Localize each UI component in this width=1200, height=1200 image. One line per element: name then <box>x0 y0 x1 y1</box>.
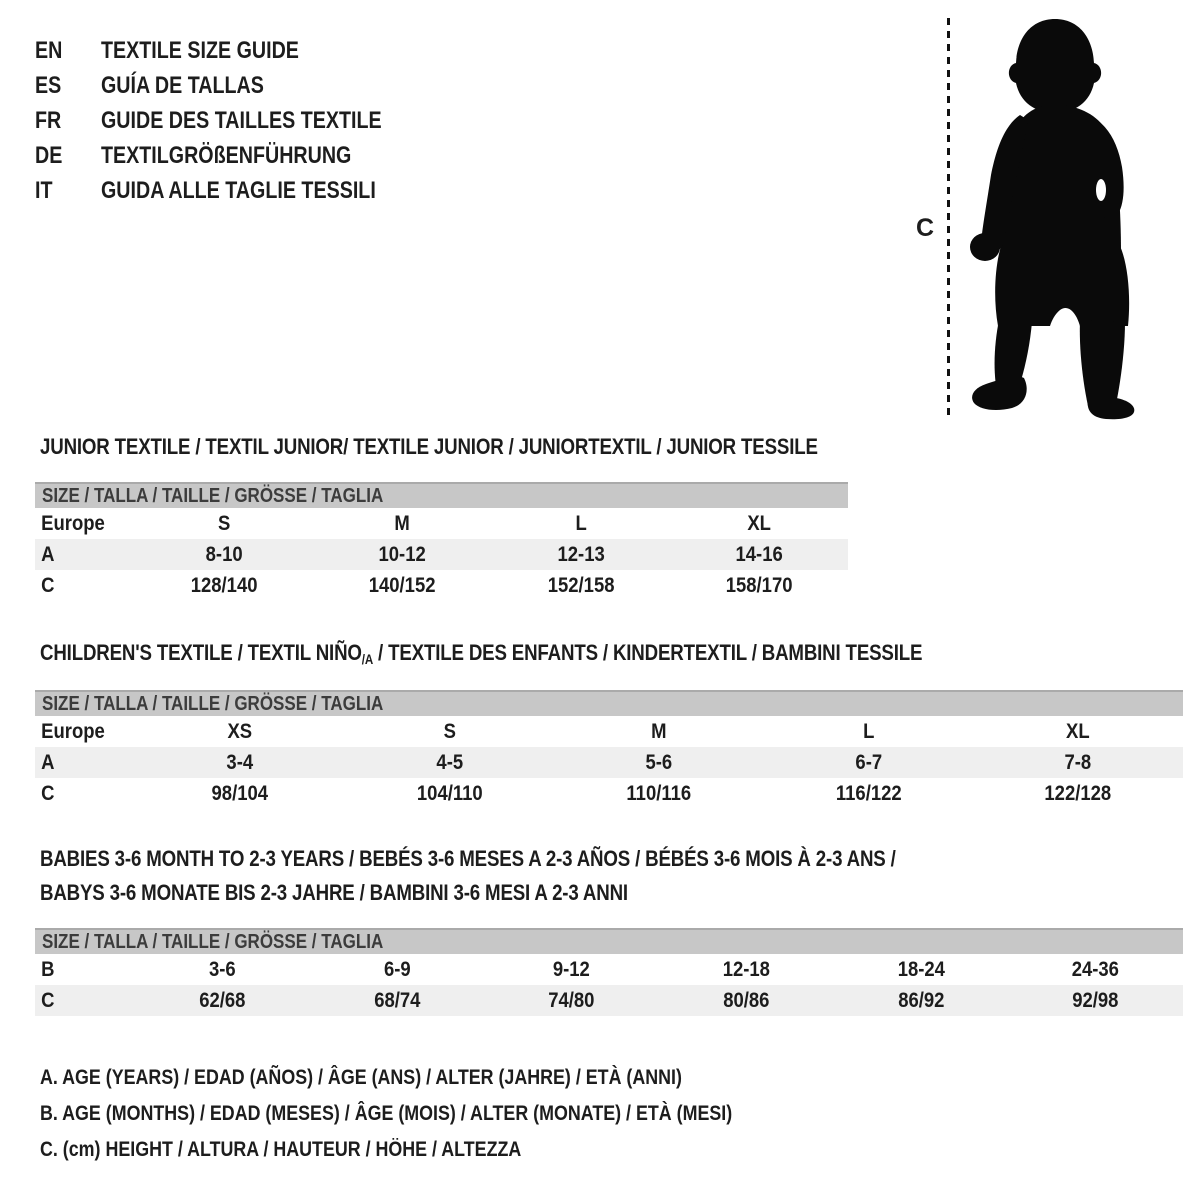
language-code: EN <box>35 37 101 65</box>
height-measure-dashed-line <box>947 18 950 415</box>
language-code-text: ES <box>35 71 62 99</box>
table-cell: 92/98 <box>1072 988 1119 1012</box>
language-row: EN TEXTILE SIZE GUIDE <box>35 33 443 68</box>
babies-section-title-line1: BABIES 3-6 MONTH TO 2-3 YEARS / BEBÉS 3-… <box>40 846 896 871</box>
table-cell: 80/86 <box>723 988 770 1012</box>
table-cell: 104/110 <box>416 781 483 805</box>
table-cell: M <box>651 719 667 743</box>
table-row: C 128/140 140/152 152/158 158/170 <box>35 570 848 601</box>
table-cell: 6-9 <box>383 957 411 981</box>
children-title-part2: / TEXTILE DES ENFANTS / KINDERTEXTIL / B… <box>373 640 923 665</box>
table-row: A 3-4 4-5 5-6 6-7 7-8 <box>35 747 1183 778</box>
row-label: Europe <box>41 719 105 743</box>
children-size-table: SIZE / TALLA / TAILLE / GRÖSSE / TAGLIA … <box>35 690 1183 809</box>
table-cell: 3-4 <box>226 750 254 774</box>
table-cell: M <box>394 511 411 535</box>
language-code-text: EN <box>35 36 63 64</box>
language-label: TEXTILE SIZE GUIDE <box>101 36 299 64</box>
table-cell: XS <box>227 719 253 743</box>
language-code-text: FR <box>35 106 62 134</box>
table-row: B 3-6 6-9 9-12 12-18 18-24 24-36 <box>35 954 1183 985</box>
table-cell: 14-16 <box>735 542 783 566</box>
table-cell: 4-5 <box>436 750 463 774</box>
table-cell: L <box>574 511 587 535</box>
table-cell: 128/140 <box>190 573 258 597</box>
row-label: C <box>41 988 55 1012</box>
row-label: A <box>41 750 55 774</box>
language-code: IT <box>35 177 101 205</box>
table-cell: 158/170 <box>725 573 793 597</box>
size-header-text: SIZE / TALLA / TAILLE / GRÖSSE / TAGLIA <box>42 692 384 715</box>
row-label: B <box>41 957 55 981</box>
babies-size-header-bar: SIZE / TALLA / TAILLE / GRÖSSE / TAGLIA <box>35 928 1183 954</box>
table-cell: 116/122 <box>835 781 902 805</box>
table-cell: 5-6 <box>645 750 673 774</box>
legend-line-b: B. AGE (MONTHS) / EDAD (MESES) / ÂGE (MO… <box>40 1102 733 1125</box>
legend-line-a: A. AGE (YEARS) / EDAD (AÑOS) / ÂGE (ANS)… <box>40 1066 682 1089</box>
table-cell: S <box>443 719 456 743</box>
table-row: C 98/104 104/110 110/116 116/122 122/128 <box>35 778 1183 809</box>
children-size-header-bar: SIZE / TALLA / TAILLE / GRÖSSE / TAGLIA <box>35 690 1183 716</box>
table-cell: 68/74 <box>373 988 421 1012</box>
junior-size-header-bar: SIZE / TALLA / TAILLE / GRÖSSE / TAGLIA <box>35 482 848 508</box>
children-title-part1: CHILDREN'S TEXTILE / TEXTIL NIÑO <box>40 640 362 665</box>
children-section-title: CHILDREN'S TEXTILE / TEXTIL NIÑO/A / TEX… <box>40 640 922 667</box>
table-cell: 62/68 <box>199 988 246 1012</box>
language-list: EN TEXTILE SIZE GUIDE ES GUÍA DE TALLAS … <box>35 33 443 208</box>
size-header-text: SIZE / TALLA / TAILLE / GRÖSSE / TAGLIA <box>42 484 384 507</box>
language-row: IT GUIDA ALLE TAGLIE TESSILI <box>35 173 443 208</box>
table-cell: S <box>217 511 231 535</box>
language-code: FR <box>35 107 101 135</box>
language-row: DE TEXTILGRÖßENFÜHRUNG <box>35 138 443 173</box>
table-cell: 18-24 <box>897 957 945 981</box>
language-code-text: IT <box>35 176 53 204</box>
table-row: Europe XS S M L XL <box>35 716 1183 747</box>
language-code: ES <box>35 72 101 100</box>
table-cell: 110/116 <box>626 781 692 805</box>
table-cell: 9-12 <box>553 957 591 981</box>
table-cell: 12-13 <box>556 542 605 566</box>
table-cell: L <box>862 719 875 743</box>
table-cell: XL <box>1066 719 1090 743</box>
table-cell: 98/104 <box>211 781 269 805</box>
table-cell: 24-36 <box>1072 957 1120 981</box>
language-label: TEXTILGRÖßENFÜHRUNG <box>101 141 352 169</box>
language-label: GUIDE DES TAILLES TEXTILE <box>101 106 382 134</box>
table-cell: 152/158 <box>547 573 615 597</box>
children-title-sub: /A <box>361 651 374 667</box>
height-measure-label: C <box>916 214 935 242</box>
row-label: Europe <box>41 511 105 535</box>
table-row: Europe S M L XL <box>35 508 848 539</box>
table-cell: 7-8 <box>1064 750 1092 774</box>
table-cell: 74/80 <box>548 988 595 1012</box>
language-code: DE <box>35 142 101 170</box>
table-cell: 140/152 <box>368 573 436 597</box>
table-cell: 10-12 <box>378 542 427 566</box>
language-label: GUÍA DE TALLAS <box>101 71 264 99</box>
junior-size-table: SIZE / TALLA / TAILLE / GRÖSSE / TAGLIA … <box>35 482 848 601</box>
table-cell: 8-10 <box>205 542 243 566</box>
size-header-text: SIZE / TALLA / TAILLE / GRÖSSE / TAGLIA <box>42 930 384 953</box>
table-row: C 62/68 68/74 74/80 80/86 86/92 92/98 <box>35 985 1183 1016</box>
legend-line-c: C. (cm) HEIGHT / ALTURA / HAUTEUR / HÖHE… <box>40 1138 522 1161</box>
language-row: FR GUIDE DES TAILLES TEXTILE <box>35 103 443 138</box>
table-cell: 12-18 <box>722 957 770 981</box>
babies-section-title-line2: BABYS 3-6 MONATE BIS 2-3 JAHRE / BAMBINI… <box>40 880 628 905</box>
table-cell: 6-7 <box>855 750 882 774</box>
language-label: GUIDA ALLE TAGLIE TESSILI <box>101 176 376 204</box>
table-cell: XL <box>747 511 771 535</box>
baby-silhouette <box>970 19 1135 420</box>
junior-section-title: JUNIOR TEXTILE / TEXTIL JUNIOR/ TEXTILE … <box>40 434 818 459</box>
row-label: A <box>41 542 55 566</box>
table-row: A 8-10 10-12 12-13 14-16 <box>35 539 848 570</box>
babies-size-table: SIZE / TALLA / TAILLE / GRÖSSE / TAGLIA … <box>35 928 1183 1016</box>
table-cell: 122/128 <box>1044 781 1112 805</box>
row-label: C <box>41 781 55 805</box>
table-cell: 3-6 <box>208 957 236 981</box>
language-row: ES GUÍA DE TALLAS <box>35 68 443 103</box>
table-cell: 86/92 <box>897 988 945 1012</box>
row-label: C <box>41 573 55 597</box>
language-code-text: DE <box>35 141 63 169</box>
